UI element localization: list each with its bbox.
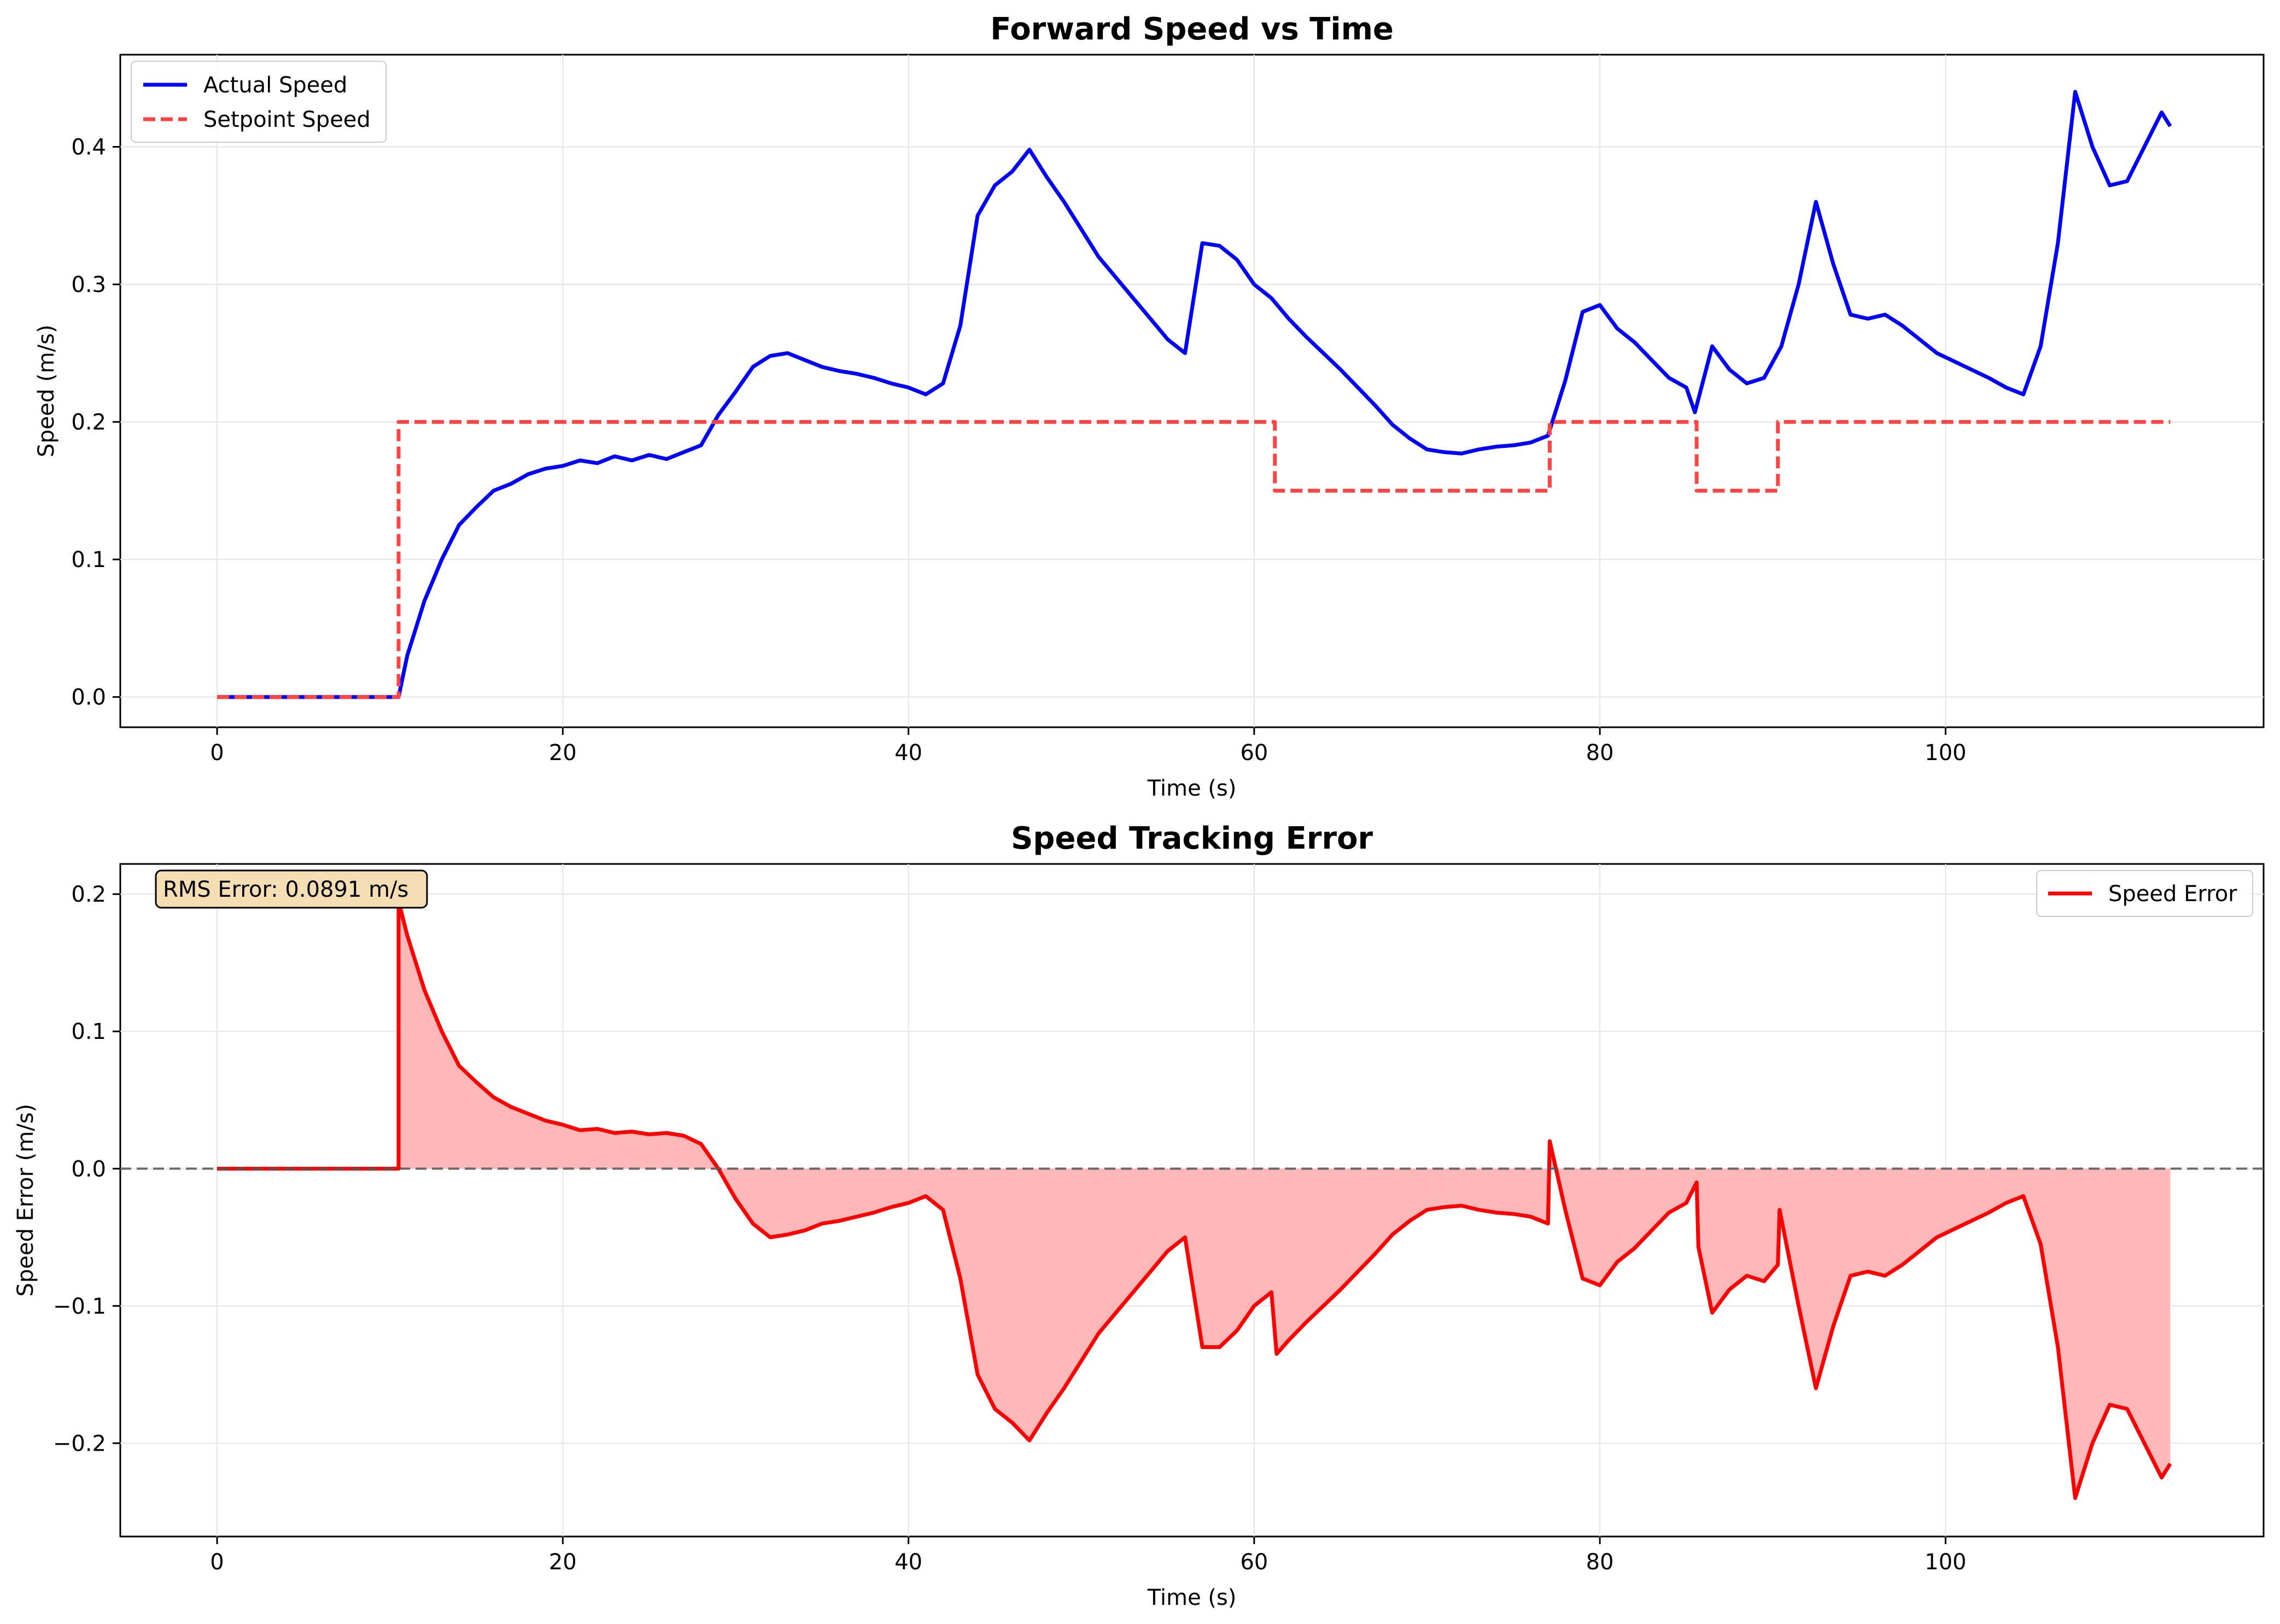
- legend-speed-error-label: Speed Error: [2108, 881, 2237, 907]
- error-y-tick-label: −0.2: [53, 1431, 106, 1456]
- legend-setpoint-speed-label: Setpoint Speed: [203, 107, 371, 132]
- error-x-axis-label: Time (s): [1147, 1585, 1237, 1610]
- error-y-tick-label: 0.2: [71, 882, 106, 907]
- speed-y-tick-label: 0.2: [71, 410, 106, 435]
- speed-error-line: [217, 899, 2172, 1500]
- error-y-tick-label: 0.1: [71, 1019, 106, 1044]
- error-series: [120, 899, 2264, 1500]
- error-ticks: 0 20 40 60 80 100 −0.2 −0.1 0.0 0.1 0.2: [53, 882, 1967, 1575]
- error-y-axis-label: Speed Error (m/s): [13, 1104, 38, 1297]
- speed-x-tick-label: 20: [549, 740, 577, 766]
- speed-chart: Forward Speed vs Time Time (s) Speed (m/…: [34, 11, 2265, 801]
- speed-y-tick-label: 0.0: [71, 685, 106, 710]
- speed-y-tick-label: 0.4: [71, 135, 106, 160]
- speed-y-tick-label: 0.1: [71, 547, 106, 573]
- error-legend: Speed Error: [2036, 870, 2253, 917]
- error-chart: Speed Tracking Error Time (s) Speed Erro…: [13, 821, 2265, 1610]
- speed-plot-frame: [119, 54, 2265, 728]
- speed-grid: [120, 55, 2264, 727]
- speed-series: [217, 90, 2172, 699]
- speed-chart-title: Forward Speed vs Time: [990, 11, 1394, 47]
- error-x-tick-label: 20: [549, 1550, 577, 1575]
- rms-annotation: RMS Error: 0.0891 m/s: [155, 869, 428, 909]
- speed-x-tick-label: 40: [895, 740, 922, 766]
- rms-annotation-text: RMS Error: 0.0891 m/s: [163, 877, 408, 902]
- speed-x-tick-label: 100: [1925, 740, 1966, 766]
- error-x-tick-label: 0: [210, 1550, 224, 1575]
- error-y-tick-label: 0.0: [71, 1156, 106, 1182]
- speed-error-area: [217, 901, 2171, 1498]
- speed-legend-box: [131, 61, 387, 143]
- speed-ticks: 0 20 40 60 80 100 0.0 0.1 0.2 0.3 0.4: [71, 135, 1966, 766]
- error-x-tick-label: 60: [1240, 1550, 1268, 1575]
- speed-x-tick-label: 60: [1240, 740, 1268, 766]
- speed-x-tick-label: 0: [210, 740, 224, 766]
- error-x-tick-label: 40: [895, 1550, 922, 1575]
- error-y-tick-label: −0.1: [53, 1294, 106, 1319]
- legend-actual-speed-label: Actual Speed: [203, 73, 347, 98]
- actual-speed-line: [217, 90, 2172, 699]
- setpoint-speed-line: [217, 420, 2171, 699]
- speed-y-tick-label: 0.3: [71, 272, 106, 297]
- error-x-tick-label: 80: [1586, 1550, 1614, 1575]
- speed-legend: Actual Speed Setpoint Speed: [131, 61, 387, 143]
- error-chart-title: Speed Tracking Error: [1011, 821, 1373, 856]
- speed-y-axis-label: Speed (m/s): [34, 325, 59, 458]
- speed-x-axis-label: Time (s): [1147, 776, 1237, 801]
- speed-x-tick-label: 80: [1586, 740, 1614, 766]
- error-legend-box: [2036, 870, 2253, 917]
- error-x-tick-label: 100: [1925, 1550, 1966, 1575]
- error-plot-frame: [119, 863, 2265, 1538]
- rms-annotation-box: [155, 869, 428, 909]
